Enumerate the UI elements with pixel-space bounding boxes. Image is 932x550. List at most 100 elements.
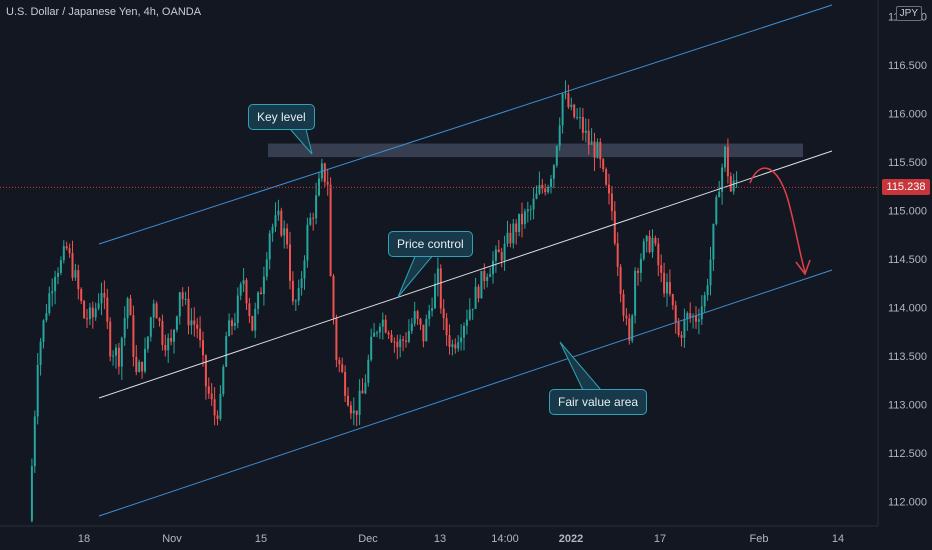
- candle: [431, 297, 434, 317]
- candle: [329, 177, 332, 277]
- candle-body: [117, 347, 120, 367]
- candle-body: [347, 395, 349, 406]
- candle: [120, 336, 123, 380]
- candle-body: [210, 393, 213, 400]
- candle-body: [425, 318, 428, 342]
- candle: [88, 303, 91, 326]
- candle-body: [144, 348, 146, 372]
- candle-body: [77, 270, 80, 290]
- candle: [703, 291, 706, 313]
- candle-body: [378, 326, 381, 333]
- candle: [497, 239, 500, 253]
- candle-body: [286, 228, 289, 245]
- candle-body: [228, 320, 231, 337]
- candle-body: [576, 117, 579, 119]
- candle: [637, 267, 639, 286]
- candle-body: [509, 232, 512, 244]
- candle-body: [480, 270, 483, 299]
- price-tick-label: 114.000: [888, 303, 927, 315]
- candle: [161, 314, 164, 351]
- candle-body: [231, 320, 233, 327]
- candle-body: [175, 316, 178, 330]
- candle: [631, 313, 634, 344]
- candle-body: [207, 386, 210, 394]
- price-control-callout[interactable]: Price control: [388, 231, 473, 257]
- candle-body: [523, 211, 526, 225]
- candle: [671, 293, 674, 310]
- candle-body: [625, 315, 628, 319]
- candle-body: [173, 329, 175, 342]
- candle: [364, 374, 367, 395]
- candle-body: [373, 332, 376, 337]
- candle-body: [199, 328, 202, 341]
- candle: [347, 387, 349, 407]
- candle: [30, 458, 33, 523]
- candle: [65, 241, 68, 251]
- candle-body: [149, 317, 152, 337]
- candle-body: [109, 321, 112, 357]
- candle-body: [619, 266, 622, 294]
- candle: [80, 287, 83, 305]
- candle: [207, 377, 210, 399]
- candle: [599, 138, 602, 169]
- candle-body: [344, 371, 347, 396]
- candle-body: [376, 332, 378, 334]
- candle-body: [465, 319, 468, 326]
- candle-body: [141, 361, 144, 372]
- candle-body: [489, 274, 492, 277]
- candle: [552, 163, 555, 189]
- candle: [625, 308, 628, 326]
- candle-body: [274, 215, 277, 227]
- candle: [202, 331, 204, 367]
- candle: [529, 205, 532, 221]
- candle: [222, 364, 225, 397]
- candle-body: [112, 355, 115, 357]
- candle: [135, 345, 138, 376]
- time-tick-label: 18: [78, 533, 90, 545]
- candle: [175, 315, 178, 333]
- candle: [86, 309, 88, 328]
- candle-body: [506, 232, 509, 244]
- candle: [59, 256, 62, 276]
- candle-body: [265, 259, 268, 277]
- candle-body: [262, 276, 265, 295]
- time-tick-label: 14: [832, 533, 844, 545]
- candle: [62, 240, 65, 264]
- candle-body: [361, 390, 364, 394]
- candle-body: [697, 319, 700, 322]
- candle-body: [396, 341, 399, 348]
- candle: [219, 385, 222, 422]
- candle: [523, 208, 526, 229]
- candle: [245, 277, 248, 311]
- candle: [590, 128, 593, 145]
- candle-body: [251, 316, 254, 331]
- candle-body: [204, 355, 207, 387]
- currency-badge[interactable]: JPY: [895, 6, 922, 21]
- candle-body: [428, 310, 431, 319]
- candle: [602, 157, 605, 173]
- candle-body: [248, 303, 251, 317]
- candle-body: [596, 141, 599, 158]
- candle: [303, 255, 306, 290]
- candle-body: [735, 180, 738, 182]
- time-tick-label: 17: [654, 533, 666, 545]
- candle-body: [686, 313, 689, 320]
- candle-body: [62, 246, 65, 261]
- fair-value-callout[interactable]: Fair value area: [549, 389, 648, 415]
- channel-upper-line: [98, 4, 833, 245]
- candle: [712, 223, 715, 271]
- candle: [573, 103, 576, 119]
- candle-body: [161, 321, 164, 345]
- key-level-callout[interactable]: Key level: [248, 104, 315, 130]
- candle-body: [390, 334, 393, 342]
- candle-body: [178, 292, 181, 317]
- candle: [54, 270, 57, 305]
- candle-body: [410, 323, 413, 331]
- candle-body: [535, 193, 538, 199]
- price-tick-label: 112.500: [888, 448, 927, 460]
- candle: [146, 336, 149, 353]
- candle: [33, 410, 36, 474]
- candle-body: [326, 182, 329, 185]
